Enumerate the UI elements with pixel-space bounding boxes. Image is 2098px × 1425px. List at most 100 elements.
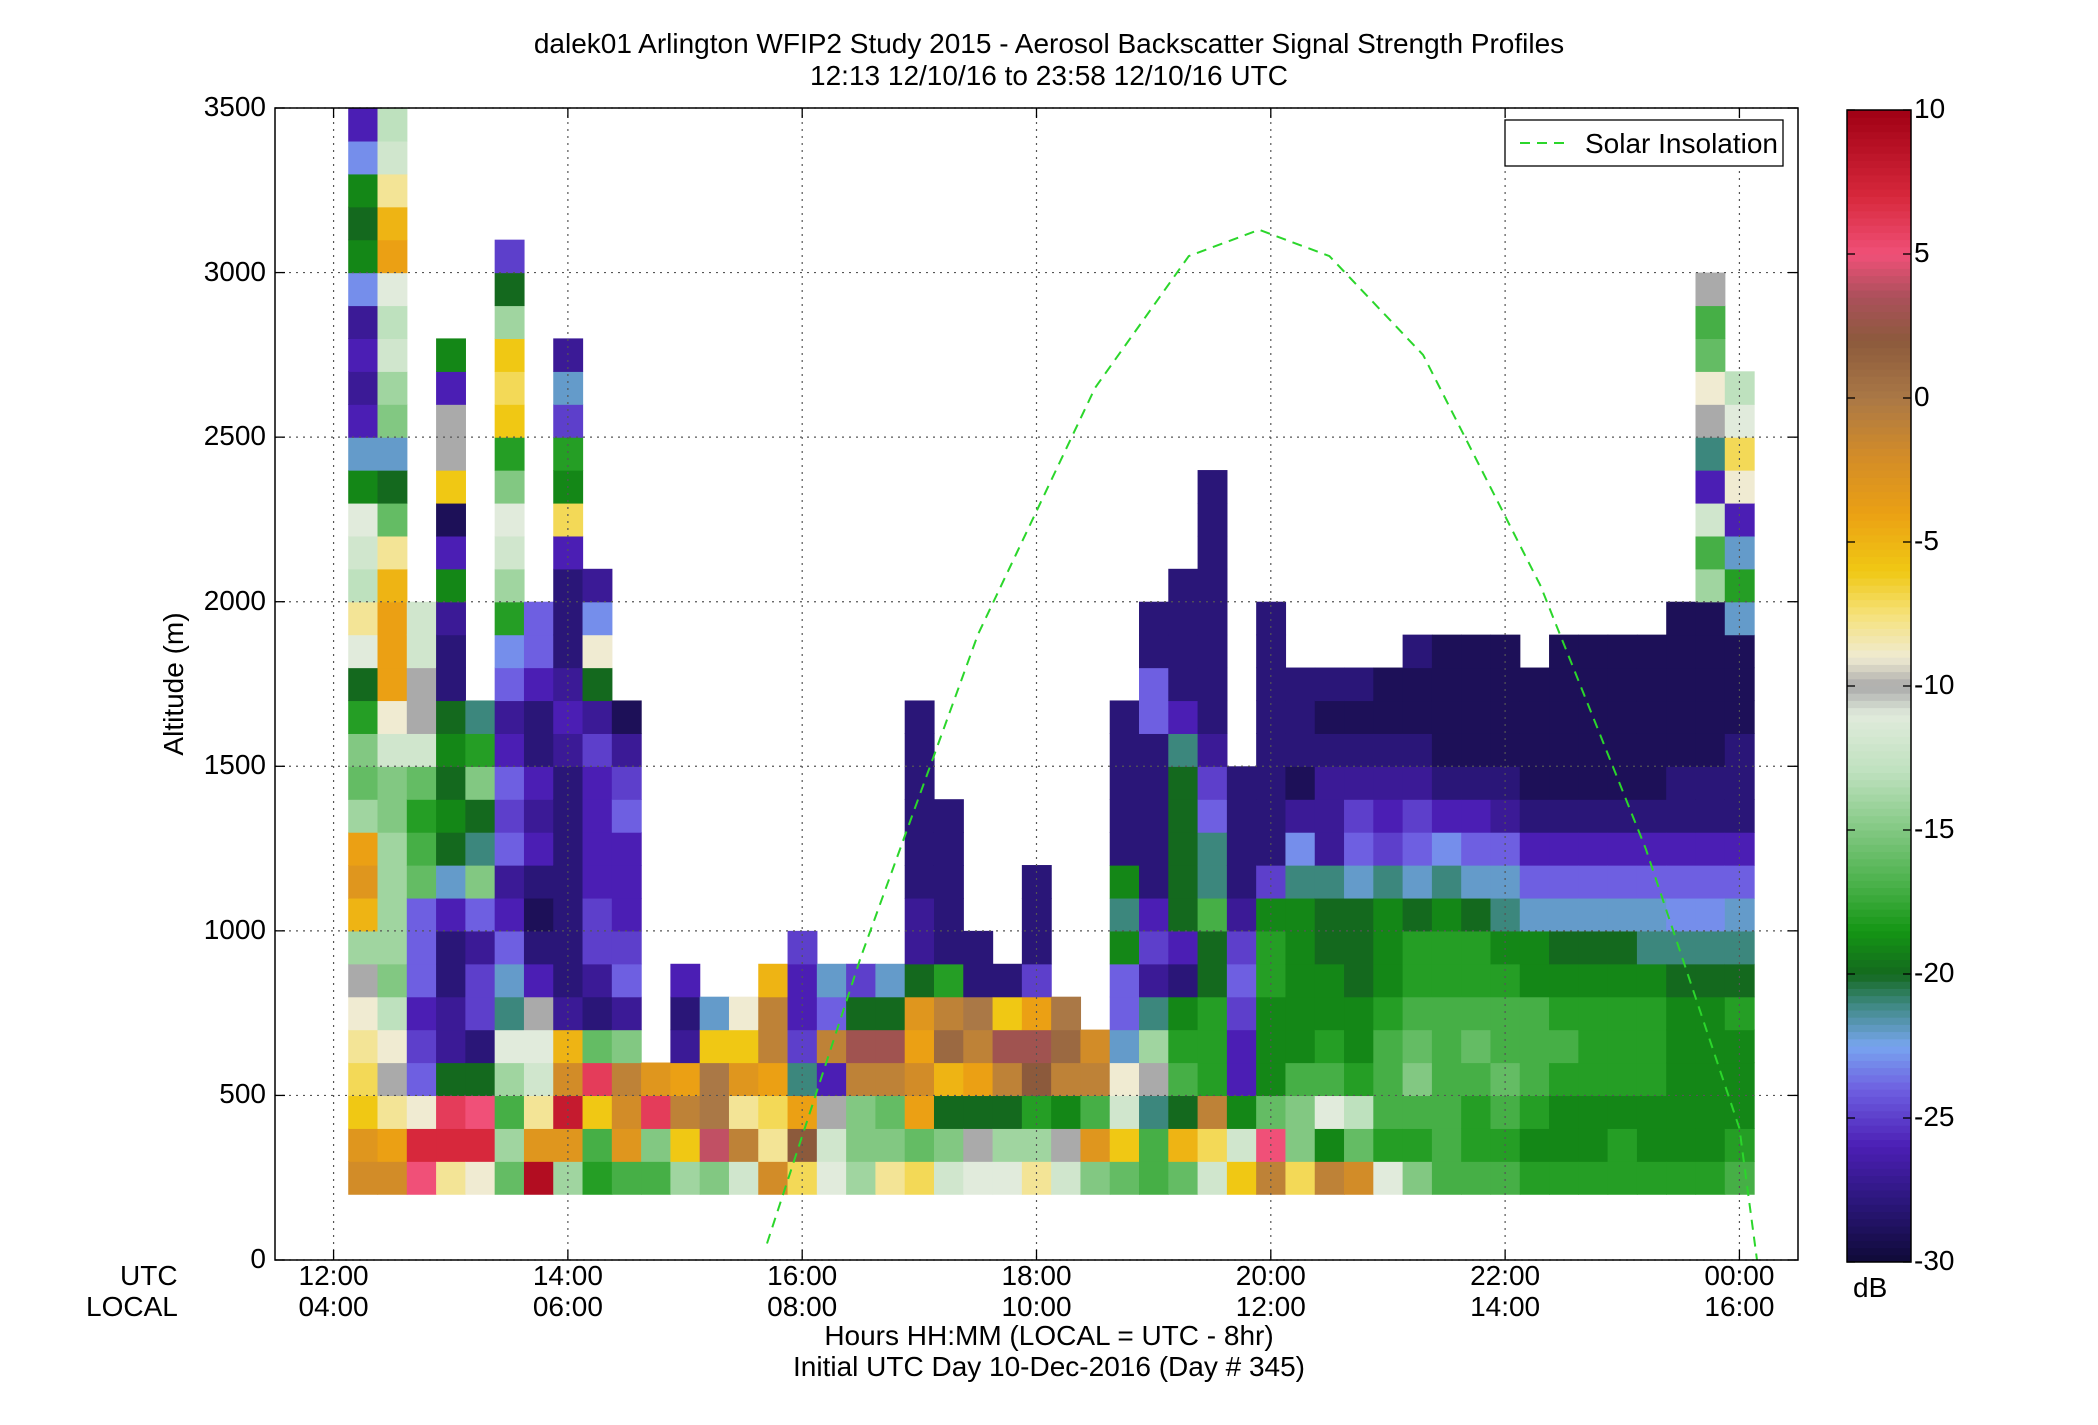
heatmap-cell — [904, 766, 935, 800]
colorbar-segment — [1847, 858, 1911, 867]
heatmap-cell — [611, 1095, 642, 1129]
heatmap-cell — [1314, 1062, 1345, 1097]
heatmap-cell — [465, 963, 496, 998]
heatmap-cell — [1314, 1128, 1345, 1162]
heatmap-cell — [1314, 733, 1345, 767]
heatmap-cell — [1139, 733, 1169, 767]
colorbar-segment — [1847, 894, 1911, 903]
colorbar-segment — [1847, 340, 1911, 349]
colorbar-segment — [1847, 1161, 1911, 1169]
heatmap-cell — [1695, 963, 1726, 998]
colorbar-segment — [1847, 1146, 1911, 1155]
colorbar-segment — [1847, 844, 1911, 853]
heatmap-cell — [1402, 930, 1433, 965]
heatmap-cell — [465, 832, 496, 866]
heatmap-cell — [406, 766, 437, 800]
heatmap-cell — [348, 1095, 379, 1129]
heatmap-cell — [494, 799, 525, 833]
heatmap-cell — [1373, 930, 1404, 965]
heatmap-cell — [1519, 897, 1550, 932]
heatmap-cell — [611, 1029, 642, 1064]
heatmap-cell — [904, 1062, 935, 1097]
heatmap-cell — [523, 1062, 554, 1097]
colorbar-segment — [1847, 765, 1911, 773]
heatmap-cell — [904, 1095, 935, 1129]
heatmap-cell — [1139, 930, 1169, 965]
legend-label: Solar Insolation — [1585, 128, 1779, 159]
heatmap-cell — [1519, 1029, 1550, 1064]
heatmap-cell — [1666, 766, 1697, 800]
heatmap-cell — [1695, 437, 1726, 471]
colorbar-segment — [1847, 779, 1911, 788]
heatmap-cell — [494, 404, 525, 438]
heatmap-cell — [494, 239, 525, 274]
heatmap-cell — [1285, 799, 1316, 833]
colorbar-segment — [1847, 520, 1911, 529]
heatmap-cell — [377, 272, 408, 307]
heatmap-cell — [1314, 1095, 1345, 1129]
y-tick-label: 3500 — [203, 91, 266, 122]
colorbar-segment — [1847, 808, 1911, 817]
heatmap-cell — [1197, 1062, 1228, 1097]
colorbar-segment — [1847, 1190, 1911, 1198]
heatmap-cell — [1519, 700, 1550, 734]
heatmap-cell — [1051, 1062, 1082, 1097]
colorbar-segment — [1847, 1002, 1911, 1011]
colorbar-segment — [1847, 1110, 1911, 1119]
y-tick-label: 1000 — [203, 913, 266, 945]
heatmap-cell — [1109, 1062, 1140, 1097]
heatmap-cell — [1168, 733, 1199, 767]
colorbar-segment — [1847, 1211, 1911, 1220]
colorbar-segment — [1847, 1031, 1911, 1040]
colorbar-segment — [1847, 578, 1911, 586]
colorbar-segment — [1847, 801, 1911, 809]
x-tick-label-local: 10:00 — [1001, 1291, 1072, 1322]
heatmap-cell — [1314, 930, 1345, 965]
colorbar-segment — [1847, 628, 1911, 637]
colorbar-segment — [1847, 1125, 1911, 1133]
heatmap-cell — [377, 140, 408, 175]
heatmap-cell — [1607, 1029, 1638, 1064]
heatmap-cell — [377, 470, 408, 504]
heatmap-cell — [1402, 897, 1433, 932]
heatmap-cell — [1461, 1161, 1492, 1195]
colorbar-segment — [1847, 311, 1911, 320]
heatmap-cell — [1695, 404, 1726, 438]
heatmap-cell — [494, 1128, 525, 1162]
heatmap-cell — [494, 1161, 525, 1195]
heatmap-cell — [465, 799, 496, 833]
heatmap-cell — [494, 470, 525, 504]
heatmap-cell — [348, 173, 379, 208]
heatmap-cell — [1549, 865, 1579, 899]
heatmap-cell — [699, 1095, 730, 1129]
heatmap-cell — [1636, 1029, 1667, 1064]
heatmap-cell — [1431, 733, 1462, 767]
heatmap-cell — [1256, 963, 1287, 998]
heatmap-cell — [582, 1029, 613, 1064]
heatmap-cell — [699, 1062, 730, 1097]
colorbar-segment — [1847, 563, 1911, 572]
heatmap-cell — [1490, 667, 1521, 702]
heatmap-cell — [523, 963, 554, 998]
heatmap-cell — [933, 996, 964, 1031]
heatmap-cell — [1461, 799, 1492, 833]
heatmap-cell — [904, 700, 935, 734]
heatmap-cell — [1285, 897, 1316, 932]
heatmap-cell — [1285, 963, 1316, 998]
heatmap-cell — [1490, 996, 1521, 1031]
heatmap-cell — [1139, 996, 1169, 1031]
heatmap-cell — [1666, 634, 1697, 669]
colorbar-segment — [1847, 326, 1911, 334]
heatmap-cell — [1431, 865, 1462, 899]
heatmap-cell — [1109, 799, 1140, 833]
y-tick-label: 3000 — [203, 255, 266, 287]
heatmap-cell — [904, 799, 935, 833]
heatmap-cell — [1256, 996, 1287, 1031]
heatmap-cell — [582, 865, 613, 899]
heatmap-cell — [523, 1161, 554, 1195]
heatmap-cell — [465, 1095, 496, 1129]
heatmap-cell — [1168, 963, 1199, 998]
colorbar-segment — [1847, 1218, 1911, 1227]
colorbar-segment — [1847, 146, 1911, 154]
heatmap-cell — [1578, 832, 1609, 866]
